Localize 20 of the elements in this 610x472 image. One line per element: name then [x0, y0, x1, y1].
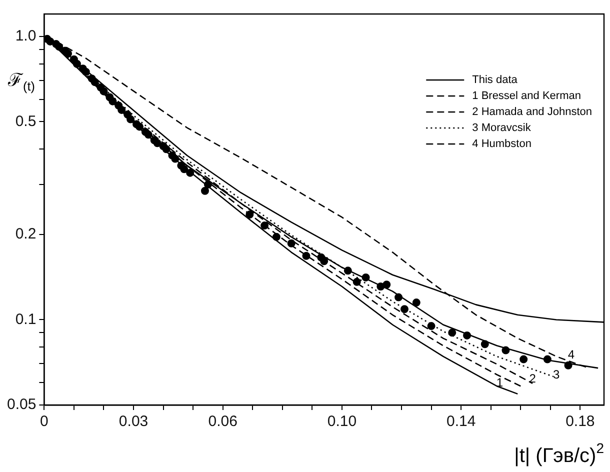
legend-label: 3 Moravcsik [472, 122, 532, 134]
x-tick-label: 0.18 [566, 413, 595, 430]
annotation: 3 [553, 368, 560, 382]
y-tick-label: 0.1 [15, 310, 36, 328]
x-tick-label: 0.06 [208, 413, 238, 430]
annotation: 2 [529, 372, 536, 386]
legend-label: 2 Hamada and Johnston [472, 106, 592, 118]
annotation: 4 [568, 347, 575, 362]
legend-label: 4 Humbston [472, 138, 532, 150]
legend-label: This data [472, 74, 518, 86]
annotation: 1 [496, 376, 504, 390]
y-tick-label: 0.05 [6, 396, 36, 414]
y-tick-label: 0.5 [15, 112, 36, 130]
y-tick-label: 1.0 [15, 28, 36, 45]
legend-label: 1 Bressel and Kerman [472, 90, 581, 102]
x-tick-label: 0.14 [446, 413, 476, 430]
x-tick-label: 0 [40, 413, 48, 430]
x-tick-label: 0.03 [118, 413, 148, 430]
y-tick-label: 0.2 [15, 226, 36, 243]
x-tick-label: 0.10 [327, 413, 357, 430]
